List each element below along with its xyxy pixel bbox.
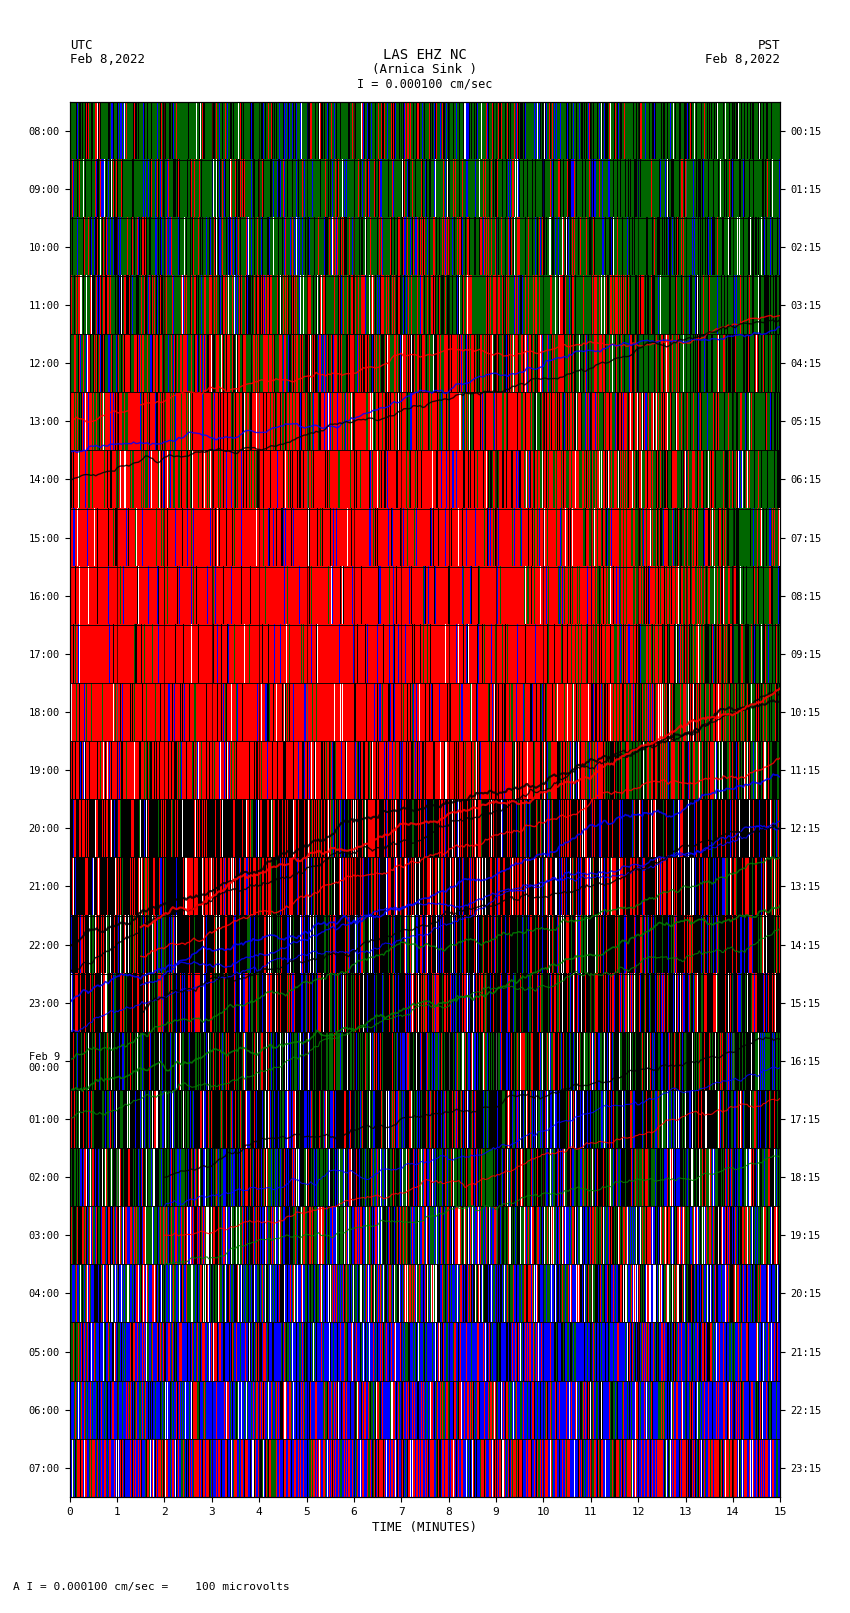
Text: UTC: UTC <box>70 39 92 52</box>
Text: Feb 8,2022: Feb 8,2022 <box>706 53 780 66</box>
Text: (Arnica Sink ): (Arnica Sink ) <box>372 63 478 76</box>
Text: A I = 0.000100 cm/sec =    100 microvolts: A I = 0.000100 cm/sec = 100 microvolts <box>13 1582 290 1592</box>
X-axis label: TIME (MINUTES): TIME (MINUTES) <box>372 1521 478 1534</box>
Text: PST: PST <box>758 39 780 52</box>
Text: LAS EHZ NC: LAS EHZ NC <box>383 48 467 63</box>
Text: Feb 8,2022: Feb 8,2022 <box>70 53 144 66</box>
Text: I = 0.000100 cm/sec: I = 0.000100 cm/sec <box>357 77 493 90</box>
